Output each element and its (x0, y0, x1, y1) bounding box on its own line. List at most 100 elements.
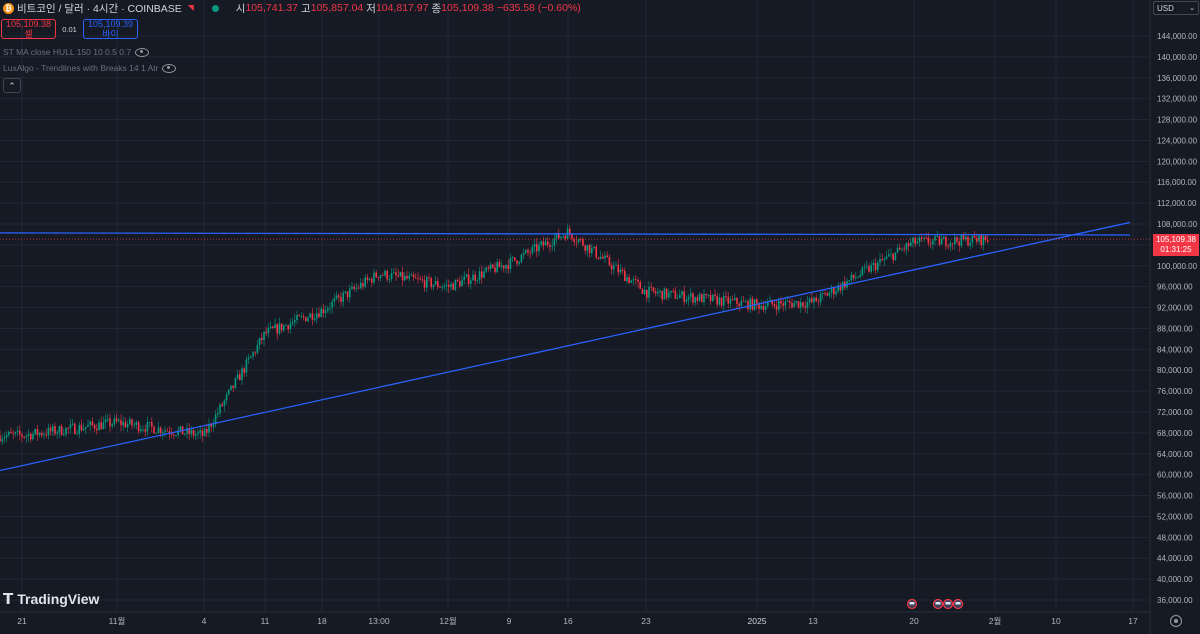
candle-body (912, 237, 914, 243)
candle-body (443, 285, 446, 288)
candle-body (949, 243, 952, 247)
tradingview-logo[interactable]: 𝗧 TradingView (3, 590, 99, 608)
candle-body (265, 331, 267, 334)
candle-body (131, 419, 133, 426)
price-tick-label: 112,000.00 (1157, 199, 1197, 208)
candle-body (852, 274, 855, 279)
candle-body (135, 422, 138, 425)
candle-body (896, 247, 899, 253)
candle-body (544, 241, 547, 246)
candle-body (245, 359, 248, 373)
candle-body (929, 243, 932, 245)
time-tick-label: 9 (507, 616, 512, 626)
eye-icon[interactable] (135, 47, 150, 57)
buy-button[interactable]: 105,109.39 바이 (83, 19, 138, 39)
candle-body (192, 430, 195, 436)
candle-body (430, 278, 432, 287)
candle-body (811, 298, 813, 303)
candle-body (707, 294, 710, 296)
candle-body (652, 287, 655, 292)
price-tick-label: 108,000.00 (1157, 220, 1198, 229)
time-tick-label: 13 (808, 616, 818, 626)
candle-body (670, 290, 672, 293)
candle-body (683, 291, 685, 302)
eye-icon[interactable] (162, 63, 177, 73)
candle-body (76, 433, 78, 435)
candle-body (496, 262, 498, 273)
candle-body (27, 433, 30, 436)
tradingview-icon: 𝗧 (3, 591, 13, 608)
candle-body (221, 404, 223, 406)
candle-body (714, 294, 716, 296)
candle-body (681, 291, 683, 296)
candle-body (47, 427, 50, 436)
candle-body (745, 300, 747, 302)
candle-body (14, 431, 17, 434)
candle-body (786, 301, 789, 303)
candle-body (456, 279, 459, 282)
candle-body (474, 274, 476, 281)
collapse-indicators-button[interactable]: ⌃ (3, 78, 21, 93)
symbol-title[interactable]: 비트코인 / 달러 · 4시간 · COINBASE (17, 2, 182, 15)
candle-body (52, 426, 54, 432)
close-label: 종 (431, 2, 442, 15)
candle-body (522, 252, 525, 255)
candle-body (635, 279, 637, 281)
candle-body (459, 281, 461, 287)
candle-body (448, 284, 450, 287)
candle-body (38, 432, 41, 436)
candle-body (23, 436, 25, 438)
indicator-trendlines[interactable]: LuxAlgo - Trendlines with Breaks 14 1 At… (3, 63, 177, 73)
candle-body (256, 344, 259, 353)
indicator-hull-ma[interactable]: ST MA close HULL 150 10 0.5 0.7 (3, 47, 150, 57)
resistance-trendline (0, 232, 1131, 236)
low-label: 저 (366, 2, 376, 15)
candle-body (388, 279, 391, 280)
candle-body (822, 293, 824, 294)
candle-body (837, 285, 839, 292)
candle-body (621, 269, 624, 271)
candle-body (676, 298, 679, 299)
candle-body (129, 419, 131, 425)
candle-body (830, 287, 833, 293)
candle-body (58, 426, 61, 433)
price-tick-label: 144,000.00 (1157, 32, 1198, 41)
candle-body (749, 298, 751, 310)
candle-body (208, 424, 210, 433)
time-tick-label: 10 (1051, 616, 1061, 626)
indicator-label: ST MA close HULL 150 10 0.5 0.7 (3, 47, 132, 57)
candle-body (177, 429, 179, 436)
candle-body (144, 429, 146, 432)
candle-body (586, 244, 589, 251)
candle-body (758, 303, 760, 309)
candle-body (967, 236, 969, 246)
candle-body (217, 413, 219, 415)
candle-body (434, 281, 437, 285)
candle-body (397, 275, 399, 277)
candle-body (965, 236, 967, 240)
candle-body (868, 266, 870, 272)
candle-body (252, 352, 254, 357)
candle-body (877, 262, 879, 271)
sell-button[interactable]: 105,109.38 셀 (1, 19, 56, 39)
candle-body (179, 426, 182, 430)
candle-body (36, 428, 39, 436)
candle-body (157, 427, 160, 433)
candle-body (793, 302, 795, 308)
price-tick-label: 76,000.00 (1157, 387, 1193, 396)
candle-body (643, 289, 646, 294)
settings-icon[interactable] (1170, 615, 1182, 627)
candle-body (632, 279, 635, 281)
candle-body (932, 240, 934, 245)
candle-body (133, 424, 135, 426)
chevron-down-icon: ⌄ (1189, 5, 1195, 12)
currency-selector[interactable]: USD ⌄ (1153, 1, 1199, 15)
last-price: 105,109.38 (1155, 235, 1197, 244)
time-axis: 21 11월 4 11 18 13:00 12월 9 16 23 2025 13 20 2월 10 17 (17, 616, 1138, 626)
candle-body (619, 269, 622, 273)
candle-body (760, 305, 762, 309)
candle-body (976, 237, 978, 242)
candle-body (962, 234, 965, 240)
candle-body (901, 248, 903, 250)
